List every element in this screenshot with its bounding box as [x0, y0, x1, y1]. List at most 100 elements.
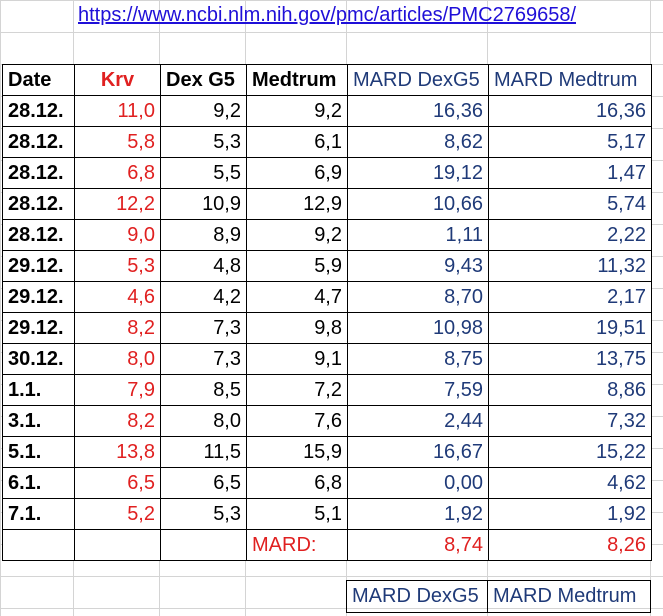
footer-mard-dexg5[interactable]: MARD DexG5	[346, 580, 488, 613]
cell-dexg5[interactable]: 8,9	[160, 219, 247, 251]
table-row: 28.12. 6,8 5,5 6,9 19,12 1,47	[2, 157, 652, 189]
cell-dexg5[interactable]: 5,3	[160, 126, 247, 158]
cell-krv[interactable]: 7,9	[74, 374, 161, 406]
cell-medtrum[interactable]: 7,2	[246, 374, 348, 406]
cell-krv[interactable]: 5,8	[74, 126, 161, 158]
cell-krv[interactable]: 5,2	[74, 498, 161, 530]
cell-krv[interactable]: 9,0	[74, 219, 161, 251]
cell-date[interactable]: 28.12.	[2, 95, 75, 127]
cell-dexg5[interactable]: 5,3	[160, 498, 247, 530]
cell-mard-medtrum[interactable]: 4,62	[488, 467, 652, 499]
cell-mard-medtrum[interactable]: 11,32	[488, 250, 652, 282]
cell-mard-medtrum[interactable]: 16,36	[488, 95, 652, 127]
cell-mard-medtrum[interactable]: 1,47	[488, 157, 652, 189]
cell-dexg5[interactable]: 5,5	[160, 157, 247, 189]
cell-dexg5[interactable]: 8,0	[160, 405, 247, 437]
cell-dexg5[interactable]: 7,3	[160, 312, 247, 344]
cell-date[interactable]: 30.12.	[2, 343, 75, 375]
cell-mard-medtrum[interactable]: 5,17	[488, 126, 652, 158]
cell-dexg5[interactable]: 6,5	[160, 467, 247, 499]
cell-mard-medtrum[interactable]: 2,17	[488, 281, 652, 313]
mard-summary-label[interactable]: MARD:	[246, 529, 348, 561]
cell-mard-dexg5[interactable]: 19,12	[347, 157, 489, 189]
cell-mard-dexg5[interactable]: 0,00	[347, 467, 489, 499]
cell-dexg5[interactable]: 9,2	[160, 95, 247, 127]
cell-date[interactable]: 29.12.	[2, 250, 75, 282]
cell-mard-dexg5[interactable]: 1,11	[347, 219, 489, 251]
cell-date[interactable]: 28.12.	[2, 219, 75, 251]
cell-date[interactable]: 5.1.	[2, 436, 75, 468]
cell-medtrum[interactable]: 15,9	[246, 436, 348, 468]
cell-mard-medtrum[interactable]: 2,22	[488, 219, 652, 251]
header-mard-dexg5[interactable]: MARD DexG5	[347, 64, 489, 96]
cell-date[interactable]: 28.12.	[2, 126, 75, 158]
header-date[interactable]: Date	[2, 64, 75, 96]
cell-medtrum[interactable]: 6,8	[246, 467, 348, 499]
cell-krv[interactable]: 8,0	[74, 343, 161, 375]
cell-date[interactable]: 29.12.	[2, 312, 75, 344]
empty-cell[interactable]	[2, 529, 75, 561]
cell-mard-dexg5[interactable]: 1,92	[347, 498, 489, 530]
cell-medtrum[interactable]: 6,1	[246, 126, 348, 158]
cell-mard-dexg5[interactable]: 9,43	[347, 250, 489, 282]
cell-dexg5[interactable]: 8,5	[160, 374, 247, 406]
cell-krv[interactable]: 4,6	[74, 281, 161, 313]
cell-medtrum[interactable]: 6,9	[246, 157, 348, 189]
cell-krv[interactable]: 13,8	[74, 436, 161, 468]
cell-dexg5[interactable]: 11,5	[160, 436, 247, 468]
cell-krv[interactable]: 8,2	[74, 405, 161, 437]
cell-krv[interactable]: 6,8	[74, 157, 161, 189]
cell-mard-medtrum[interactable]: 5,74	[488, 188, 652, 220]
mard-summary-medtrum[interactable]: 8,26	[488, 529, 652, 561]
header-dexg5[interactable]: Dex G5	[160, 64, 247, 96]
mard-summary-dexg5[interactable]: 8,74	[347, 529, 489, 561]
cell-dexg5[interactable]: 7,3	[160, 343, 247, 375]
cell-mard-medtrum[interactable]: 15,22	[488, 436, 652, 468]
cell-krv[interactable]: 12,2	[74, 188, 161, 220]
cell-medtrum[interactable]: 9,8	[246, 312, 348, 344]
cell-medtrum[interactable]: 9,2	[246, 219, 348, 251]
source-link[interactable]: https://www.ncbi.nlm.nih.gov/pmc/article…	[78, 4, 576, 26]
cell-date[interactable]: 1.1.	[2, 374, 75, 406]
cell-mard-medtrum[interactable]: 19,51	[488, 312, 652, 344]
cell-medtrum[interactable]: 7,6	[246, 405, 348, 437]
cell-mard-medtrum[interactable]: 8,86	[488, 374, 652, 406]
footer-mard-medtrum[interactable]: MARD Medtrum	[487, 580, 651, 613]
cell-mard-dexg5[interactable]: 16,36	[347, 95, 489, 127]
empty-cell[interactable]	[74, 529, 161, 561]
cell-date[interactable]: 28.12.	[2, 188, 75, 220]
cell-krv[interactable]: 5,3	[74, 250, 161, 282]
header-mard-medtrum[interactable]: MARD Medtrum	[488, 64, 652, 96]
cell-medtrum[interactable]: 4,7	[246, 281, 348, 313]
cell-mard-dexg5[interactable]: 10,66	[347, 188, 489, 220]
cell-date[interactable]: 29.12.	[2, 281, 75, 313]
cell-mard-medtrum[interactable]: 7,32	[488, 405, 652, 437]
cell-medtrum[interactable]: 5,9	[246, 250, 348, 282]
cell-dexg5[interactable]: 10,9	[160, 188, 247, 220]
cell-mard-dexg5[interactable]: 8,62	[347, 126, 489, 158]
cell-medtrum[interactable]: 9,2	[246, 95, 348, 127]
header-medtrum[interactable]: Medtrum	[246, 64, 348, 96]
header-krv[interactable]: Krv	[74, 64, 161, 96]
cell-mard-dexg5[interactable]: 10,98	[347, 312, 489, 344]
cell-medtrum[interactable]: 9,1	[246, 343, 348, 375]
cell-mard-dexg5[interactable]: 7,59	[347, 374, 489, 406]
empty-cell[interactable]	[160, 529, 247, 561]
cell-mard-dexg5[interactable]: 8,70	[347, 281, 489, 313]
cell-medtrum[interactable]: 5,1	[246, 498, 348, 530]
cell-date[interactable]: 3.1.	[2, 405, 75, 437]
cell-mard-dexg5[interactable]: 2,44	[347, 405, 489, 437]
cell-mard-medtrum[interactable]: 1,92	[488, 498, 652, 530]
cell-dexg5[interactable]: 4,2	[160, 281, 247, 313]
cell-krv[interactable]: 8,2	[74, 312, 161, 344]
cell-krv[interactable]: 11,0	[74, 95, 161, 127]
cell-mard-dexg5[interactable]: 16,67	[347, 436, 489, 468]
cell-mard-medtrum[interactable]: 13,75	[488, 343, 652, 375]
cell-mard-dexg5[interactable]: 8,75	[347, 343, 489, 375]
cell-date[interactable]: 7.1.	[2, 498, 75, 530]
cell-date[interactable]: 28.12.	[2, 157, 75, 189]
cell-medtrum[interactable]: 12,9	[246, 188, 348, 220]
cell-krv[interactable]: 6,5	[74, 467, 161, 499]
cell-date[interactable]: 6.1.	[2, 467, 75, 499]
cell-dexg5[interactable]: 4,8	[160, 250, 247, 282]
